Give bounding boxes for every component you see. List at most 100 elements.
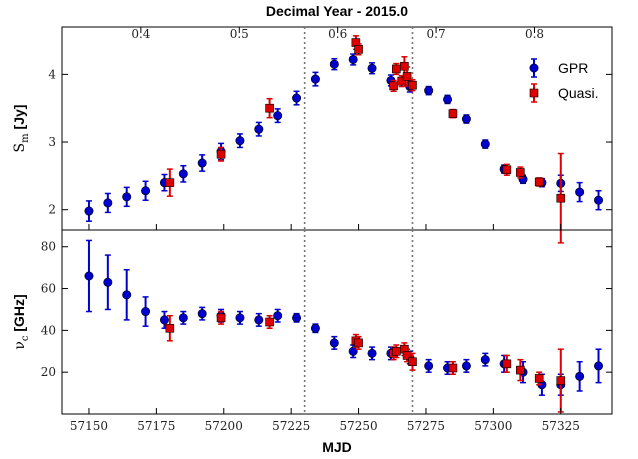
data-point-gpr: [273, 111, 283, 121]
data-point-gpr: [480, 139, 490, 149]
legend-marker-gpr: [529, 63, 539, 73]
data-point-quasi: [354, 45, 363, 54]
series-quasi: [165, 310, 566, 413]
legend-marker-quasi: [529, 88, 539, 98]
y-axis-title-symbol: S: [12, 143, 28, 153]
data-point-gpr: [103, 198, 113, 208]
data-point-quasi: [165, 323, 175, 333]
data-point-gpr: [141, 307, 151, 317]
data-point-gpr: [122, 290, 132, 300]
data-point-gpr: [348, 54, 358, 64]
data-point-gpr: [461, 361, 471, 371]
data-point-quasi: [392, 64, 401, 74]
series-gpr: [84, 53, 604, 222]
data-point-gpr: [310, 74, 320, 84]
y-tick-label: 4: [48, 67, 56, 81]
data-point-gpr: [292, 93, 302, 103]
x-axis: 57150 57175 57200 57225 57250 57275 57300 57325: [70, 419, 580, 433]
data-point-quasi: [502, 359, 512, 369]
data-point-quasi: [265, 317, 274, 327]
data-point-quasi: [556, 193, 566, 203]
top-tick-label: 0.7: [427, 27, 446, 41]
top-axis-title: Decimal Year - 2015.0: [266, 3, 408, 19]
series-gpr: [84, 239, 604, 396]
data-point-gpr: [273, 311, 283, 321]
data-point-quasi: [402, 351, 412, 360]
data-point-quasi: [448, 363, 458, 373]
x-tick-label: 57325: [542, 419, 580, 433]
y-tick-label: 3: [48, 135, 56, 149]
data-point-gpr: [254, 315, 264, 325]
data-point-quasi: [354, 338, 363, 348]
data-point-gpr: [424, 86, 434, 96]
top-tick-label: 0.4: [131, 27, 150, 41]
y-tick-label: 2: [48, 203, 56, 217]
series-quasi: [165, 35, 566, 244]
data-point-gpr: [575, 371, 585, 381]
legend-label: Quasi.: [558, 85, 598, 101]
data-point-quasi: [389, 81, 398, 91]
data-point-gpr: [103, 277, 113, 287]
data-point-gpr: [235, 313, 245, 323]
y-tick-label: 60: [41, 282, 56, 296]
data-point-quasi: [392, 346, 401, 356]
data-point-gpr: [329, 338, 339, 348]
data-point-quasi: [534, 177, 544, 187]
data-point-gpr: [84, 206, 94, 216]
data-point-quasi: [397, 76, 407, 86]
data-point-quasi: [516, 168, 525, 177]
y-axis-title-subscript: m: [20, 133, 31, 143]
y-axis-title-symbol: ν: [12, 341, 28, 350]
data-point-quasi: [402, 72, 412, 81]
top-panel: 2 3 4 Sm [Jy]: [11, 26, 613, 244]
data-point-quasi: [502, 165, 512, 175]
data-point-gpr: [84, 271, 94, 281]
top-tick-label: 0.5: [230, 27, 249, 41]
data-point-gpr: [197, 158, 207, 168]
data-point-gpr: [461, 114, 471, 124]
x-tick-label: 57275: [407, 419, 445, 433]
y-axis-title-unit: [Jy]: [11, 105, 27, 134]
x-tick-label: 57150: [70, 419, 108, 433]
data-point-quasi: [448, 109, 458, 118]
bottom-panel: 20 40 60 80 νc [GHz]: [11, 229, 613, 415]
data-point-gpr: [197, 309, 207, 319]
legend: GPR Quasi.: [529, 58, 598, 103]
data-point-quasi: [556, 376, 566, 385]
y-tick-label: 40: [41, 323, 56, 337]
data-point-quasi: [534, 374, 544, 383]
top-tick-label: 0.8: [525, 27, 544, 41]
y-axis-title-unit: [GHz]: [11, 294, 27, 335]
data-point-gpr: [348, 346, 358, 356]
y-axis-title-subscript: c: [20, 335, 31, 341]
x-tick-label: 57225: [272, 419, 310, 433]
data-point-quasi: [265, 103, 274, 113]
bottom-panel-frame: [61, 229, 613, 415]
x-tick-label: 57300: [474, 419, 512, 433]
data-point-gpr: [443, 94, 453, 104]
data-point-gpr: [178, 313, 188, 323]
data-point-gpr: [594, 195, 604, 205]
x-axis-title: MJD: [322, 439, 352, 455]
data-point-quasi: [408, 80, 417, 90]
data-point-quasi: [216, 313, 226, 323]
data-point-gpr: [178, 169, 188, 179]
data-point-gpr: [254, 124, 264, 134]
data-point-gpr: [594, 361, 604, 371]
data-point-gpr: [235, 136, 245, 146]
data-point-gpr: [480, 355, 490, 365]
data-point-gpr: [310, 323, 320, 333]
data-point-gpr: [367, 348, 377, 358]
data-point-gpr: [367, 63, 377, 73]
data-point-gpr: [292, 313, 302, 323]
bottom-y-axis-title: νc [GHz]: [11, 294, 31, 349]
y-tick-label: 80: [41, 240, 56, 254]
data-point-quasi: [516, 365, 525, 375]
top-y-axis-title: Sm [Jy]: [11, 105, 31, 153]
x-tick-label: 57175: [137, 419, 175, 433]
data-point-gpr: [122, 192, 132, 202]
data-point-gpr: [575, 187, 585, 197]
x-tick-label: 57200: [205, 419, 243, 433]
data-point-quasi: [165, 178, 175, 187]
